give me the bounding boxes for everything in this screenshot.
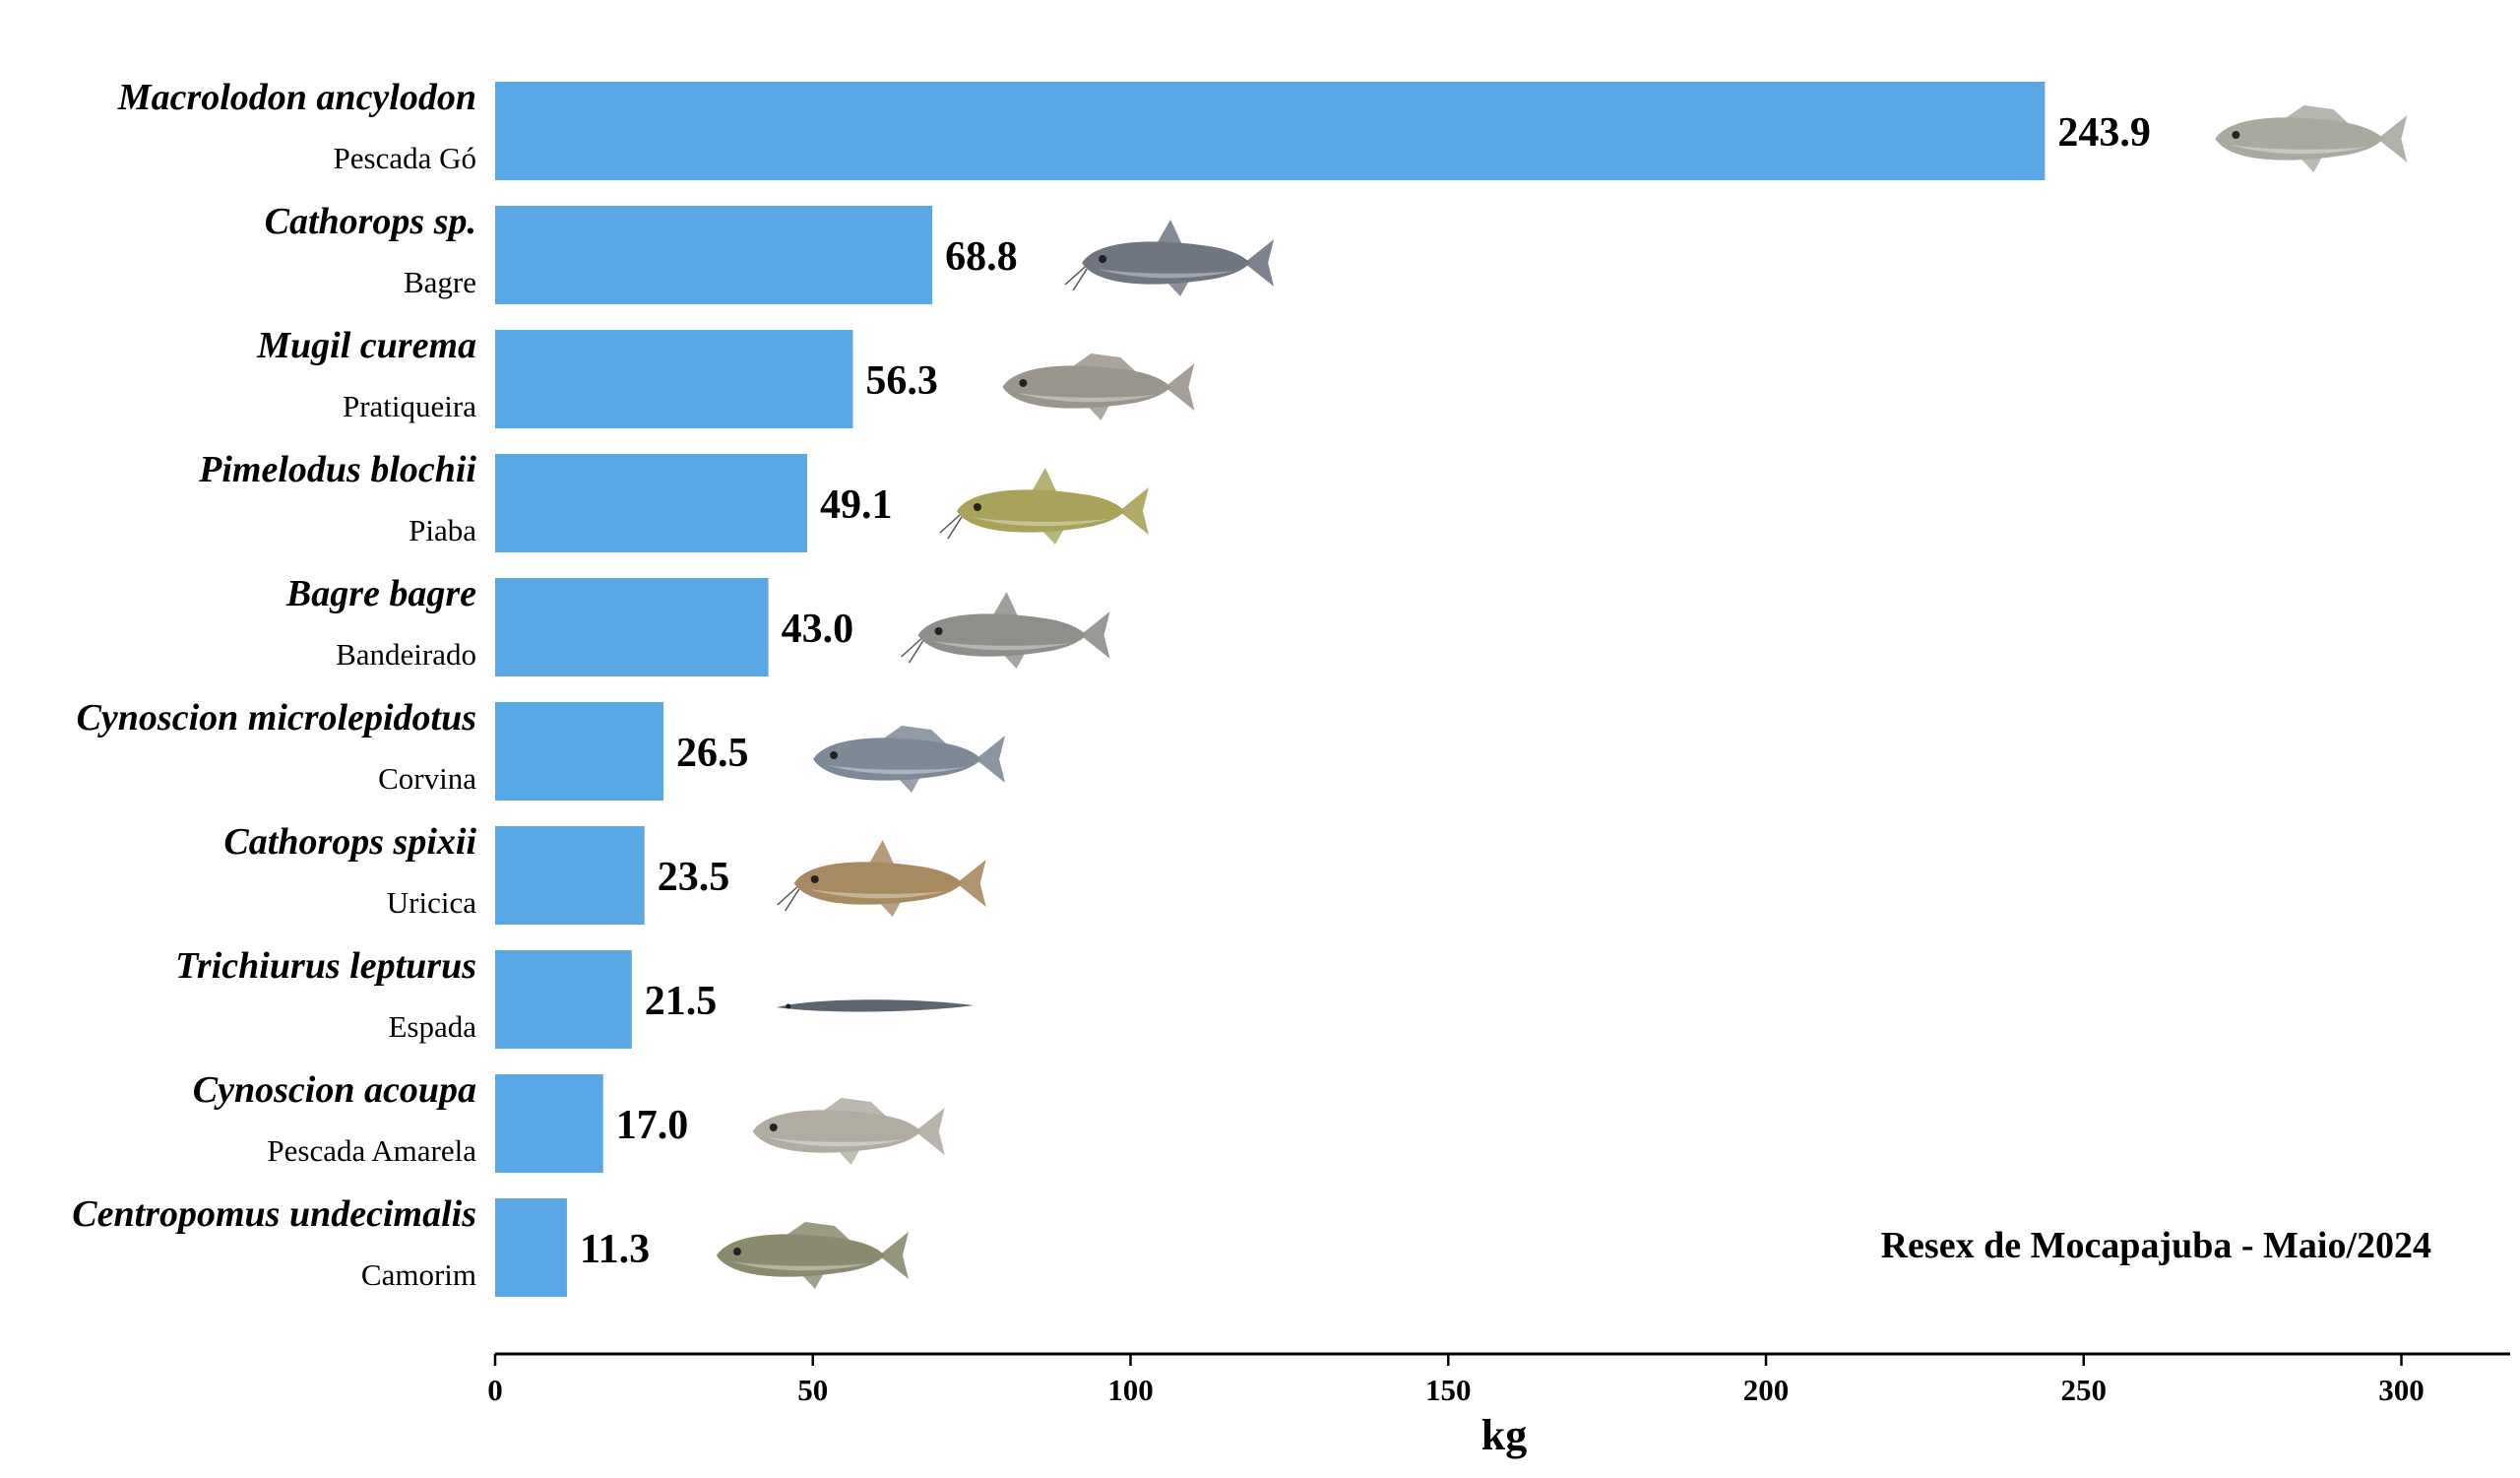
category-scientific-label: Bagre bagre — [285, 573, 476, 614]
x-axis-title: kg — [1481, 1411, 1527, 1459]
value-label: 49.1 — [820, 482, 893, 528]
x-tick-label: 50 — [797, 1373, 828, 1407]
value-label: 21.5 — [645, 979, 718, 1024]
catfish-icon — [777, 840, 986, 917]
value-label: 56.3 — [865, 358, 938, 404]
category-common-label: Corvina — [378, 761, 476, 796]
bar-4 — [495, 454, 807, 552]
category-common-label: Pratiqueira — [343, 389, 476, 423]
value-label: 17.0 — [616, 1103, 689, 1148]
category-common-label: Uricica — [387, 885, 476, 920]
category-common-label: Bagre — [404, 265, 476, 299]
category-scientific-label: Cynoscion microlepidotus — [77, 697, 476, 739]
bar-1 — [495, 82, 2046, 180]
value-label: 26.5 — [676, 731, 749, 776]
bar-9 — [495, 1074, 603, 1173]
labels-layer: Macrolodon ancylodon Pescada Gó 243.9 Catho… — [72, 77, 2151, 1292]
category-scientific-label: Cathorops spixii — [223, 821, 476, 863]
bar-7 — [495, 826, 645, 925]
category-common-label: Pescada Gó — [334, 141, 476, 175]
category-common-label: Piaba — [409, 513, 476, 547]
x-tick-label: 100 — [1107, 1373, 1154, 1407]
category-scientific-label: Cathorops sp. — [265, 201, 476, 242]
category-scientific-label: Macrolodon ancylodon — [117, 77, 476, 118]
category-common-label: Espada — [388, 1009, 476, 1044]
value-label: 23.5 — [658, 855, 730, 900]
category-common-label: Camorim — [361, 1257, 476, 1292]
bars-layer — [495, 82, 2046, 1297]
value-label: 43.0 — [782, 607, 854, 652]
catfish-icon — [901, 592, 1110, 669]
category-scientific-label: Pimelodus blochii — [198, 449, 476, 490]
category-scientific-label: Centropomus undecimalis — [72, 1193, 476, 1235]
fish-icon — [716, 1222, 909, 1289]
x-axis: 0 50 100 150 200 250 300 — [487, 1352, 2510, 1407]
fish-icon — [813, 726, 1006, 793]
x-tick-label: 250 — [2061, 1373, 2108, 1407]
category-common-label: Bandeirado — [336, 637, 476, 672]
bar-2 — [495, 206, 933, 304]
fish-icon — [1002, 353, 1195, 420]
value-label: 243.9 — [2057, 110, 2151, 156]
fish-icon — [2215, 105, 2408, 172]
category-scientific-label: Trichiurus lepturus — [175, 945, 476, 987]
bar-3 — [495, 330, 853, 428]
chart-annotation: Resex de Mocapajuba - Maio/2024 — [1881, 1225, 2431, 1266]
bar-8 — [495, 950, 632, 1049]
category-scientific-label: Mugil curema — [256, 325, 476, 366]
fish-icon — [752, 1098, 945, 1165]
bar-6 — [495, 702, 664, 801]
catfish-icon — [939, 468, 1149, 545]
value-label: 68.8 — [945, 234, 1018, 280]
x-tick-label: 200 — [1743, 1373, 1790, 1407]
x-tick-label: 150 — [1425, 1373, 1472, 1407]
catfish-icon — [1064, 220, 1275, 296]
bar-10 — [495, 1198, 567, 1297]
bar-5 — [495, 578, 769, 676]
x-tick-label: 300 — [2378, 1373, 2425, 1407]
fish-icons-layer — [716, 105, 2408, 1289]
category-scientific-label: Cynoscion acoupa — [193, 1069, 476, 1111]
eel-icon — [776, 999, 974, 1012]
value-label: 11.3 — [580, 1227, 650, 1272]
category-common-label: Pescada Amarela — [267, 1133, 476, 1168]
x-tick-label: 0 — [487, 1373, 503, 1407]
